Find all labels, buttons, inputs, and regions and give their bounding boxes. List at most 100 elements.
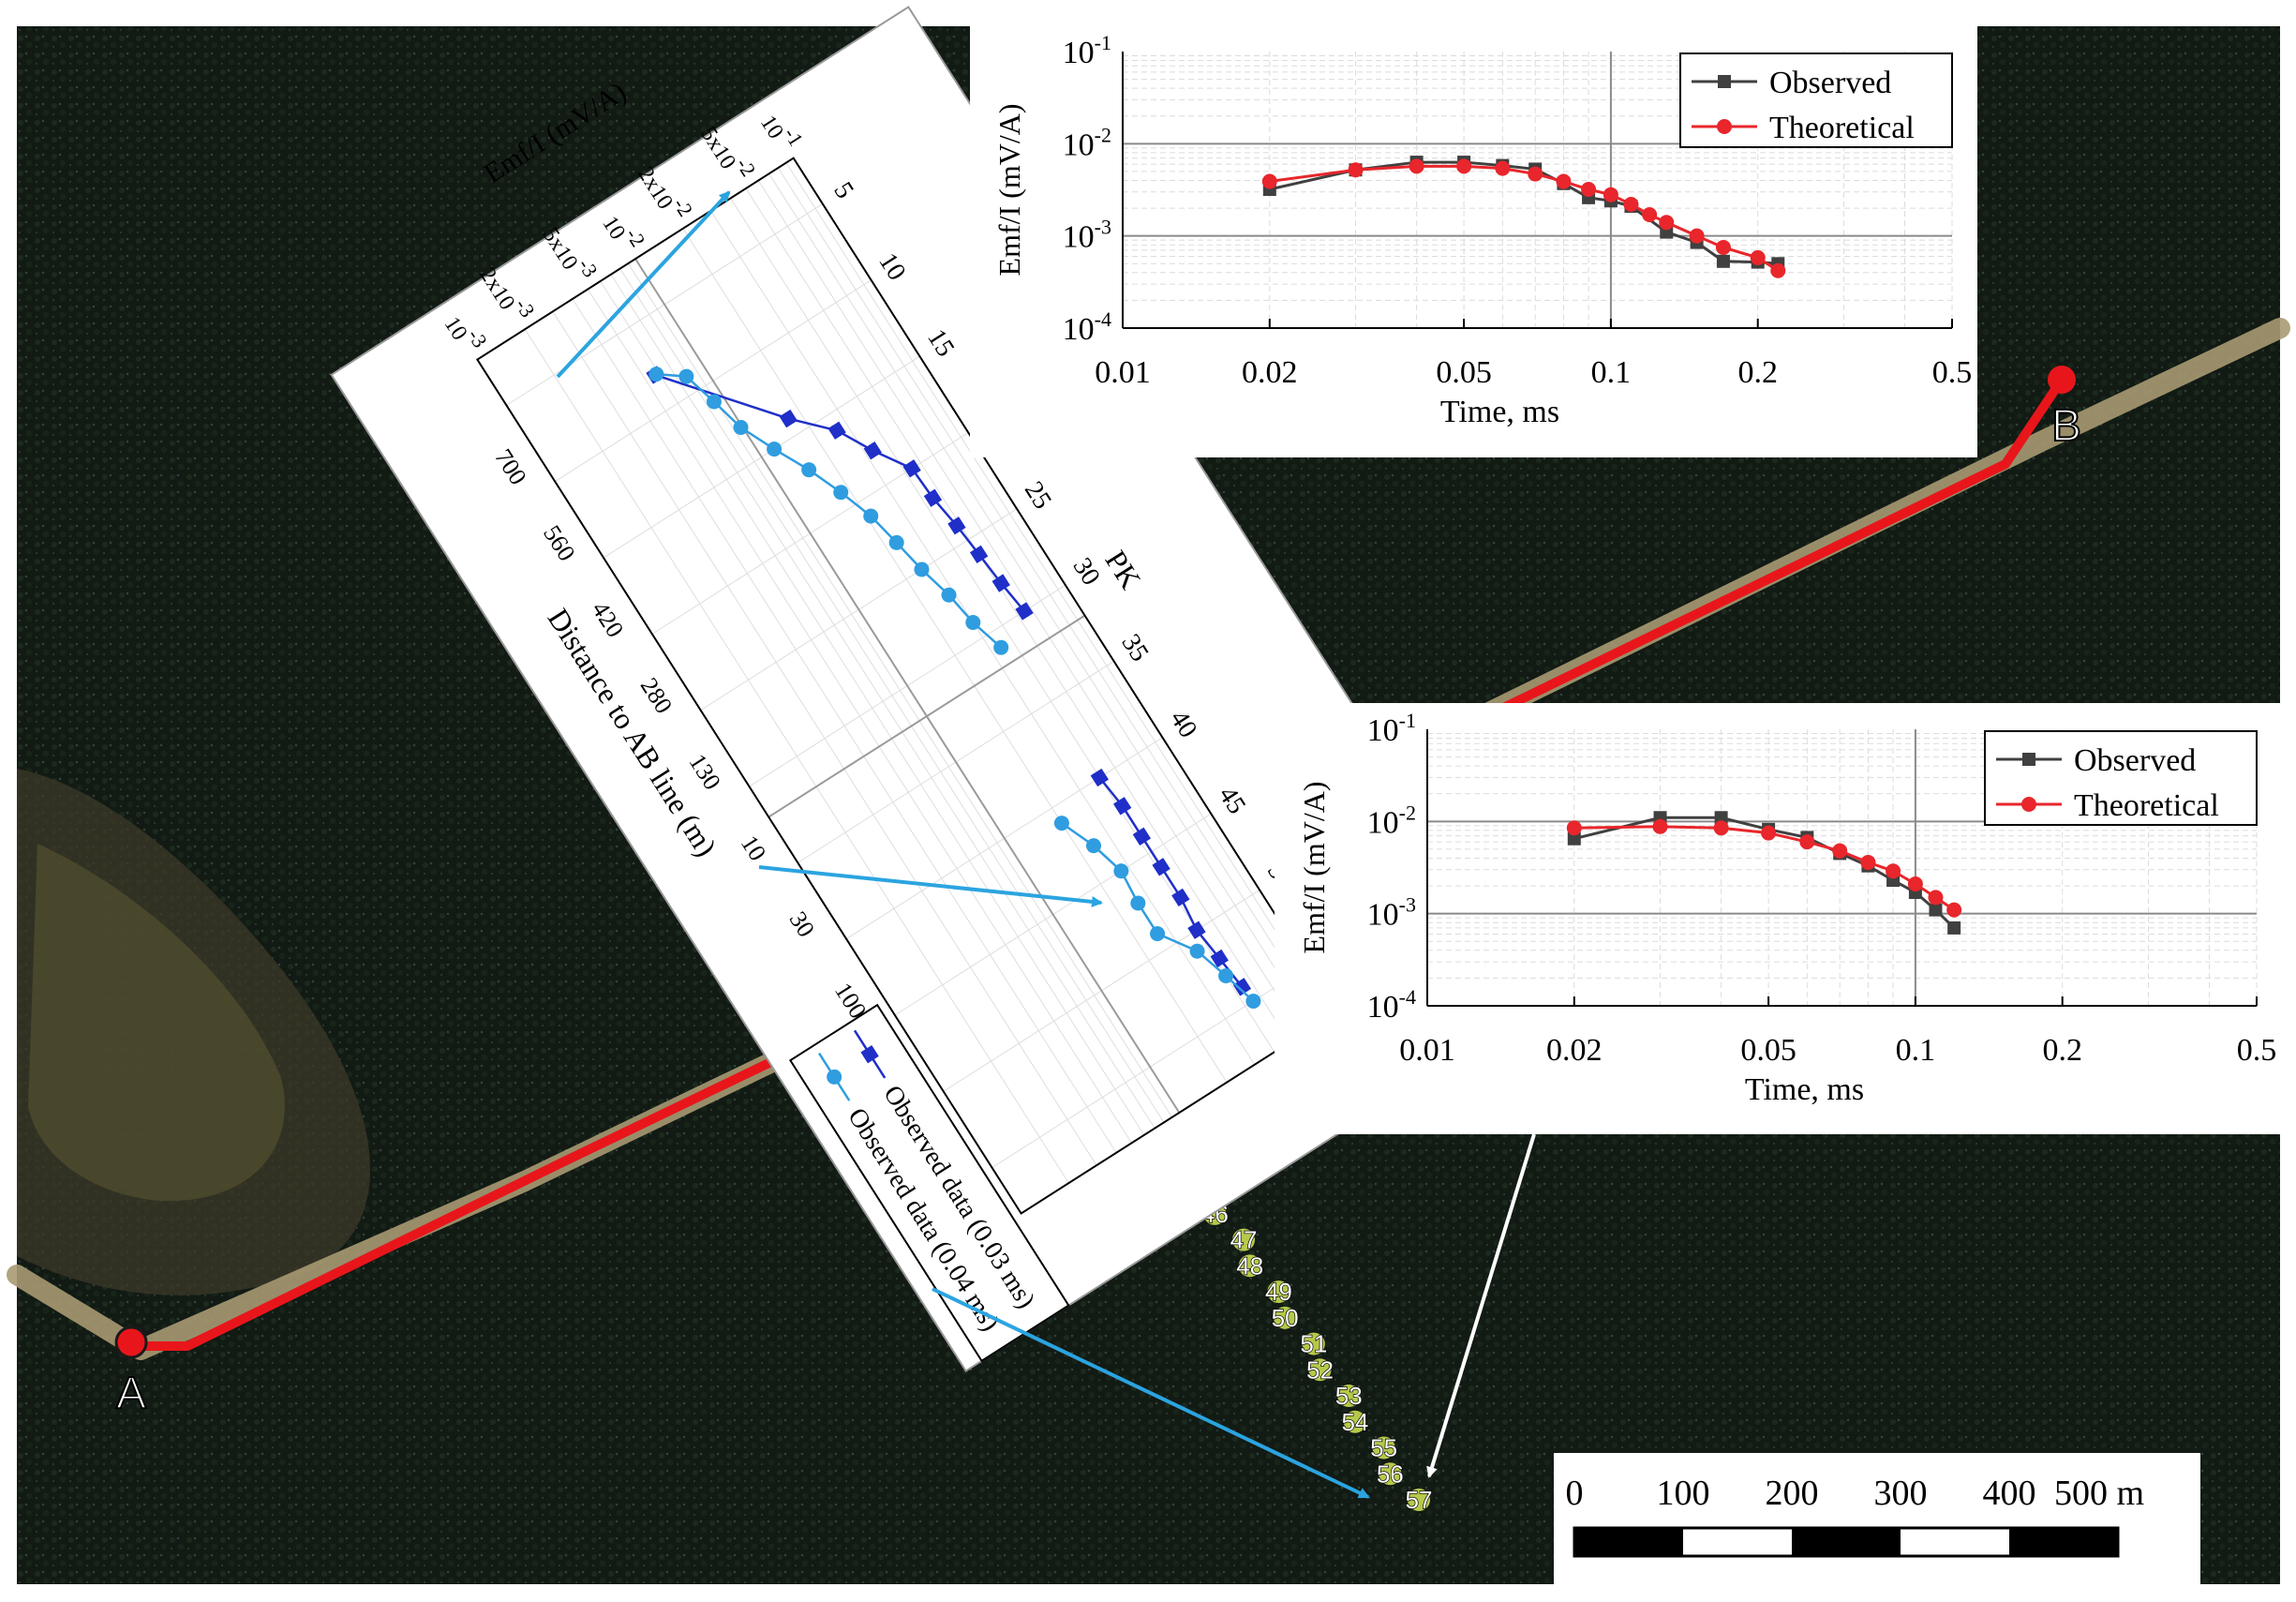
station-marker (1408, 1489, 1430, 1511)
decay-chart-top: 0.01 0.02 0.05 0.1 0.2 0.510-410-310-210-1Tim… (992, 31, 1972, 429)
station-marker (1337, 1385, 1361, 1408)
scale-bar-label: 500 m (2054, 1474, 2144, 1513)
data-point-004ms (833, 485, 849, 501)
legend-label: Theoretical (1769, 111, 1915, 145)
data-point-004ms (941, 587, 957, 603)
data-point-observed (1947, 921, 1961, 935)
data-point-theoretical (1832, 843, 1848, 859)
x-tick-label: 0.2 (2042, 1033, 2082, 1068)
station-label: 56 (1377, 1460, 1404, 1488)
x-tick-label: 0.01 (1095, 355, 1151, 390)
station-label: 49 (1265, 1278, 1292, 1306)
station-marker (1308, 1358, 1332, 1382)
decay-panel-bottom: 0.01 0.02 0.05 0.1 0.2 0.510-410-310-210-1Tim… (1275, 703, 2282, 1134)
data-point-003ms (827, 421, 846, 440)
legend-marker (1718, 75, 1731, 88)
legend-marker (827, 1069, 842, 1085)
data-point-theoretical (1750, 249, 1766, 265)
plot-frame (475, 157, 1339, 1215)
data-point-004ms (1053, 816, 1069, 831)
station-label: 57 (1406, 1486, 1433, 1514)
data-point-theoretical (1907, 876, 1923, 891)
data-point-theoretical (1528, 166, 1543, 182)
data-point-003ms (779, 409, 798, 428)
data-point-004ms (1218, 967, 1234, 983)
data-point-observed (1929, 903, 1943, 917)
data-point-004ms (1086, 838, 1102, 854)
data-point-theoretical (1652, 818, 1668, 834)
data-point-004ms (1130, 895, 1146, 911)
legend-label: Observed (1769, 66, 1891, 100)
data-point-004ms (965, 615, 981, 631)
data-point-observed (1714, 811, 1728, 825)
data-point-004ms (801, 462, 817, 478)
arrow-profile-to-pk57 (932, 1287, 1370, 1499)
y-axis-label: Emf/I (mV/A) (1297, 782, 1331, 954)
data-point-003ms (902, 459, 921, 478)
y-tick-label: 10-1 (1063, 31, 1111, 70)
data-point-004ms (1150, 926, 1166, 942)
data-point-003ms (863, 441, 882, 460)
data-point-003ms (1187, 921, 1206, 939)
station-label: 47 (1230, 1226, 1258, 1254)
station-marker (1302, 1332, 1325, 1355)
station-marker (1274, 1306, 1297, 1329)
data-point-003ms (923, 488, 943, 507)
x-axis-label: Time, ms (1745, 1072, 1864, 1107)
data-point-003ms (969, 545, 989, 564)
station-label: 48 (1236, 1251, 1263, 1280)
y-tick-label: 10-4 (1367, 985, 1416, 1025)
data-point-004ms (767, 442, 783, 457)
scale-bar-label: 100 (1657, 1474, 1710, 1513)
data-point-theoretical (1261, 173, 1277, 189)
station-label: 53 (1335, 1382, 1363, 1410)
data-point-theoretical (1860, 854, 1876, 870)
scale-bar-label: 400 (1983, 1474, 2036, 1513)
x-tick-label: 0.05 (1740, 1033, 1797, 1068)
data-point-004ms (1113, 863, 1129, 879)
profile-panel: 510152025303540455055PK10-32x10-35x10-31… (330, 6, 1544, 1372)
data-point-004ms (733, 419, 749, 435)
grid-line-major (768, 614, 1086, 818)
station-marker (1372, 1436, 1395, 1460)
point-a-marker: A (114, 1325, 148, 1419)
data-point-003ms (991, 574, 1010, 592)
data-point-004ms (888, 534, 904, 550)
data-point-theoretical (1886, 863, 1901, 879)
x-tick-label: 0.2 (1737, 355, 1778, 390)
data-point-theoretical (1348, 162, 1364, 178)
data-point-observed (1567, 831, 1581, 846)
data-point-004ms (914, 561, 930, 577)
data-point-004ms (706, 394, 722, 410)
x-tick-label: 0.01 (1399, 1033, 1455, 1068)
x-tick-label: 0.5 (2237, 1033, 2277, 1068)
legend-marker (1717, 119, 1732, 134)
point-b-marker: B (2048, 366, 2082, 452)
legend-marker (2021, 797, 2036, 812)
point-b-label: B (2051, 401, 2081, 451)
scale-bar: 0 100 200 300 400 500 m (1554, 1453, 2200, 1584)
data-point-theoretical (1642, 207, 1658, 223)
data-point-theoretical (1456, 158, 1472, 174)
data-point-theoretical (1761, 825, 1777, 841)
decay-panel-top: 0.01 0.02 0.05 0.1 0.2 0.510-410-310-210-1Tim… (970, 26, 1977, 457)
callout-arrows (556, 125, 1536, 1499)
data-point-theoretical (1713, 820, 1729, 836)
data-point-theoretical (1715, 239, 1731, 255)
station-marker (1232, 1228, 1256, 1251)
arrow-profile-to-pk3 (556, 190, 731, 379)
data-point-theoretical (1946, 902, 1962, 918)
x-tick-label: 0.1 (1896, 1033, 1936, 1068)
data-point-004ms (1245, 994, 1261, 1010)
data-point-004ms (863, 508, 879, 524)
data-point-theoretical (1799, 834, 1815, 850)
x-tick-label: 0.5 (1932, 355, 1973, 390)
station-label: 55 (1370, 1434, 1397, 1462)
station-label: 52 (1306, 1355, 1334, 1384)
arrow-profile-to-pk33 (758, 865, 1103, 907)
data-point-theoretical (1566, 820, 1582, 836)
data-point-theoretical (1603, 187, 1618, 202)
scale-bar-label: 0 (1566, 1474, 1584, 1513)
data-point-theoretical (1623, 196, 1639, 212)
station-marker (1267, 1280, 1290, 1304)
